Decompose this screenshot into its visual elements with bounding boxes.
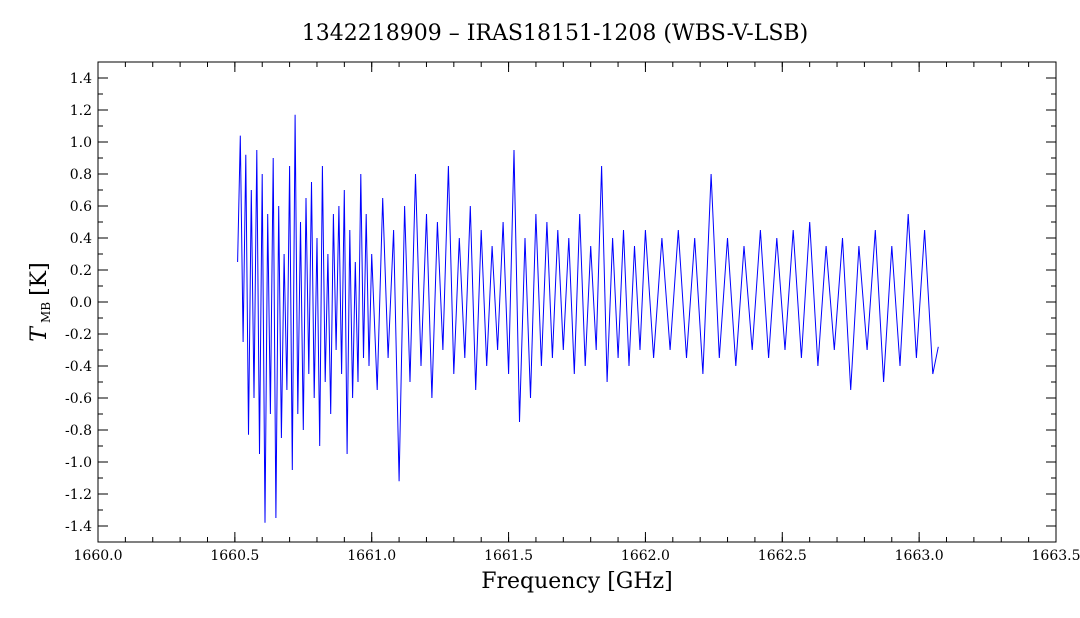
y-tick-label: -1.4	[65, 519, 92, 535]
x-tick-label: 1663.0	[895, 548, 944, 564]
x-tick-label: 1662.5	[758, 548, 807, 564]
y-tick-label: 0.0	[70, 295, 92, 311]
y-tick-label: 0.2	[70, 263, 92, 279]
axis-ticks	[97, 61, 1057, 543]
x-tick-label: 1660.5	[210, 548, 259, 564]
y-axis-label: T MB [K]	[27, 262, 53, 341]
y-tick-label: 1.4	[70, 71, 92, 87]
x-tick-labels: 1660.0 1660.5 1661.0 1661.5 1662.0 1662.5 1663…	[74, 548, 1080, 564]
x-tick-label: 1662.0	[621, 548, 670, 564]
y-tick-label: 1.0	[70, 135, 92, 151]
y-tick-label: 0.6	[70, 199, 92, 215]
y-tick-label: -0.2	[65, 327, 92, 343]
y-tick-labels: 1.4 1.2 1.0 0.8 0.6 0.4 0.2 0.0 -0.2 -0.4 -0.6 -0.8…	[65, 71, 92, 535]
x-axis-label: Frequency [GHz]	[481, 569, 673, 594]
x-tick-label: 1661.0	[347, 548, 396, 564]
y-axis-label-main: T	[27, 325, 52, 342]
y-tick-label: -0.6	[65, 391, 92, 407]
y-tick-label: -0.8	[65, 423, 92, 439]
series-line	[237, 114, 939, 523]
y-tick-label: -1.2	[65, 487, 92, 503]
svg-text:TMB[K]: T MB [K]	[27, 262, 53, 341]
y-tick-label: 0.8	[70, 167, 92, 183]
y-tick-label: -1.0	[65, 455, 92, 471]
y-tick-label: -0.4	[65, 359, 92, 375]
y-tick-label: 0.4	[70, 231, 92, 247]
y-axis-label-unit: [K]	[27, 262, 52, 296]
y-tick-label: 1.2	[70, 103, 92, 119]
x-tick-label: 1660.0	[74, 548, 123, 564]
y-axis-label-sub: MB	[39, 302, 53, 323]
x-tick-label: 1661.5	[484, 548, 533, 564]
x-tick-label: 1663.5	[1032, 548, 1080, 564]
chart-title: 1342218909 – IRAS18151-1208 (WBS-V-LSB)	[302, 21, 808, 46]
